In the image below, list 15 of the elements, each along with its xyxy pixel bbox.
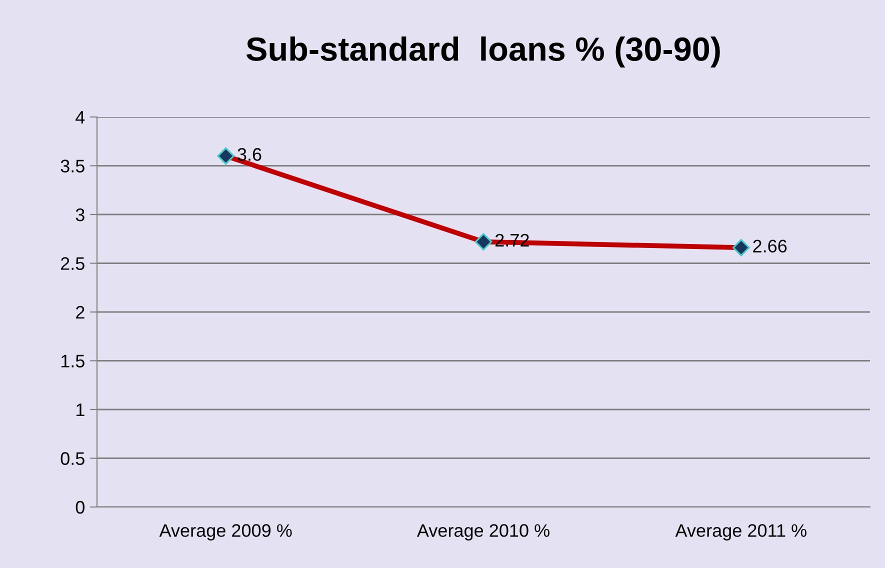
y-tick-label: 3 (76, 208, 84, 222)
chart-title: Sub-standard loans % (30-90) (246, 36, 720, 68)
y-tick-label: 0.5 (60, 452, 84, 465)
y-tick-label: 1.5 (61, 354, 84, 368)
y-tick-label: 4 (76, 111, 85, 124)
y-tick-label: 1 (76, 404, 84, 416)
x-tick-label: Average 2010 % (416, 524, 550, 540)
data-label: 2.66 (753, 240, 787, 252)
y-tick-label: 2.5 (61, 257, 84, 270)
x-tick-label: Average 2009 % (159, 524, 292, 540)
x-tick-label: Average 2011 % (675, 524, 806, 540)
y-tick-label: 2 (76, 306, 84, 319)
y-tick-label: 3.5 (60, 160, 84, 172)
data-label: 3.6 (238, 148, 262, 161)
y-tick-label: 0 (76, 500, 84, 514)
